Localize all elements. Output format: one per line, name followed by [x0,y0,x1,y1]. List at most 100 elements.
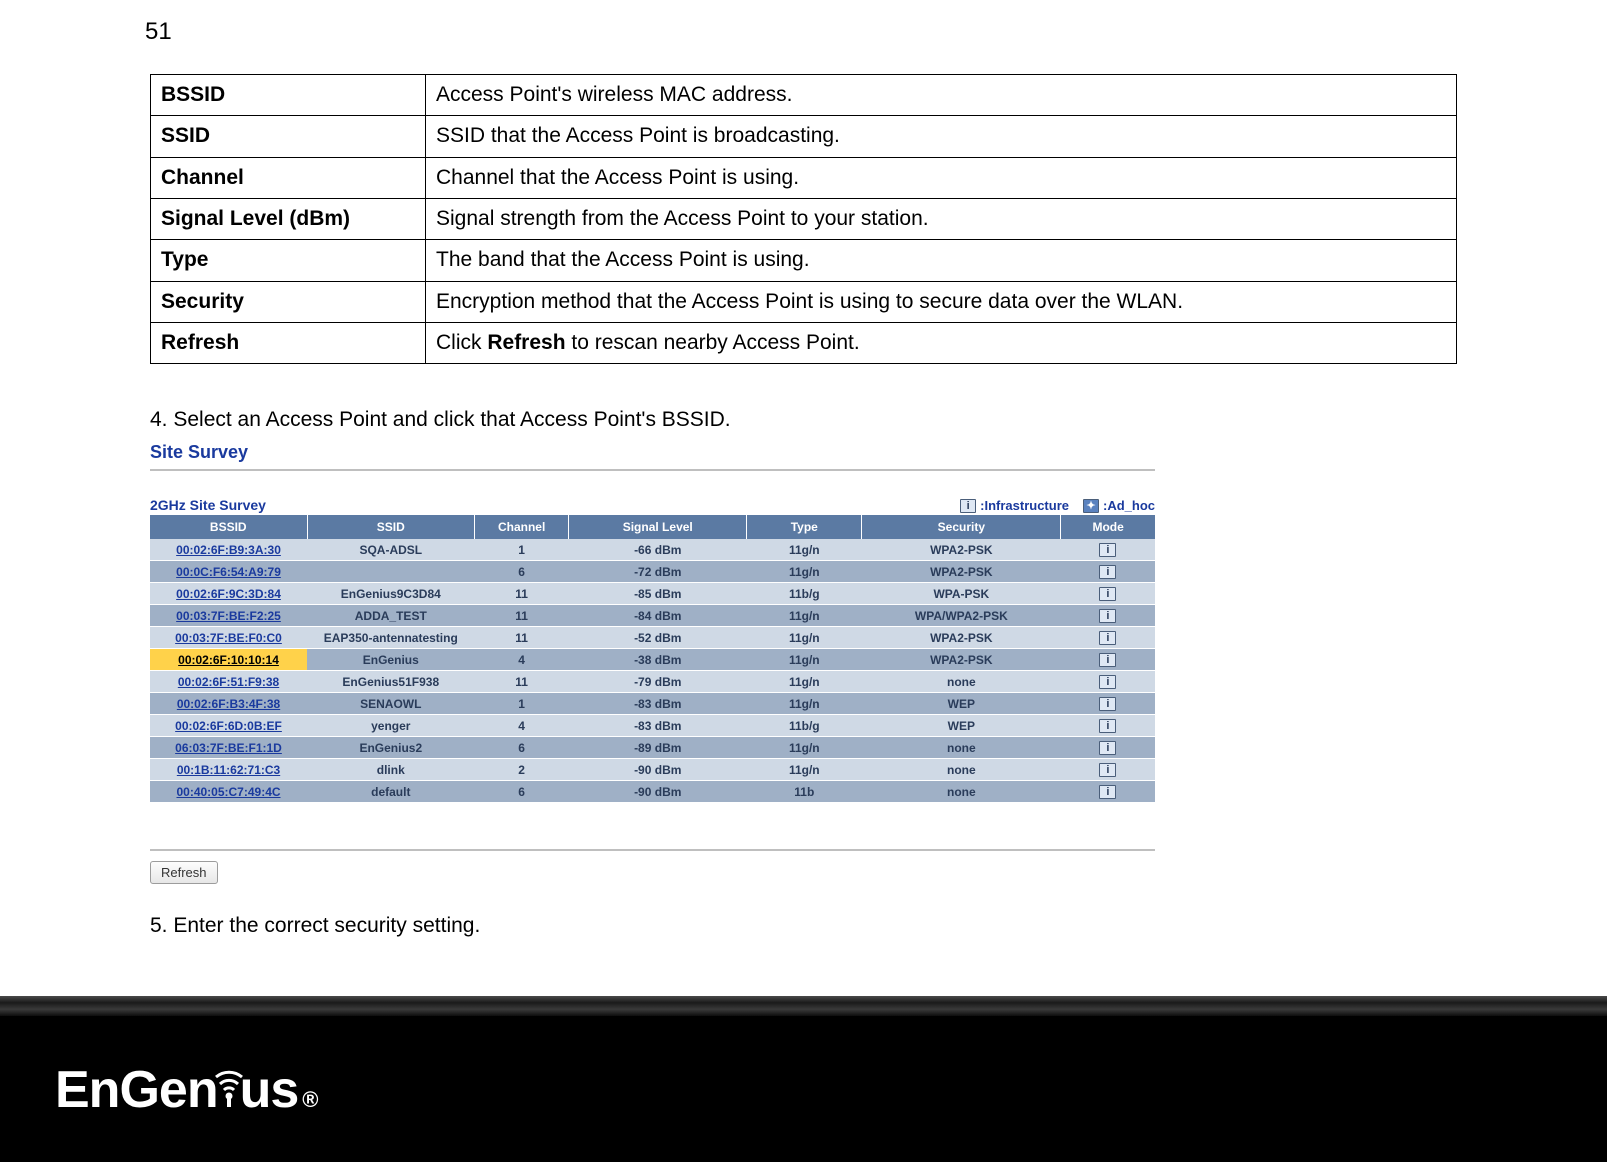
bssid-link[interactable]: 00:1B:11:62:71:C3 [150,759,307,781]
bssid-link[interactable]: 00:02:6F:6D:0B:EF [150,715,307,737]
channel-cell: 1 [475,539,569,561]
site-survey-legend: i :Infrastructure ✦ :Ad_hoc [960,498,1155,513]
mode-cell: i [1061,759,1155,781]
bssid-link[interactable]: 00:02:6F:B9:3A:30 [150,539,307,561]
channel-cell: 11 [475,583,569,605]
definition-row: ChannelChannel that the Access Point is … [151,157,1457,198]
legend-infra-label: :Infrastructure [980,498,1069,513]
bssid-link[interactable]: 00:02:6F:51:F9:38 [150,671,307,693]
survey-row: 00:03:7F:BE:F2:25ADDA_TEST11-84 dBm11g/n… [150,605,1155,627]
type-cell: 11g/n [747,627,862,649]
bssid-link[interactable]: 06:03:7F:BE:F1:1D [150,737,307,759]
type-cell: 11g/n [747,759,862,781]
survey-column-header: SSID [307,515,475,539]
type-cell: 11g/n [747,737,862,759]
refresh-button[interactable]: Refresh [150,861,218,884]
security-cell: WPA-PSK [862,583,1061,605]
mode-cell: i [1061,737,1155,759]
channel-cell: 11 [475,605,569,627]
security-cell: none [862,759,1061,781]
security-cell: WPA2-PSK [862,561,1061,583]
site-survey-title: Site Survey [150,438,1155,471]
mode-cell: i [1061,649,1155,671]
type-cell: 11g/n [747,693,862,715]
site-survey-subtitle: 2GHz Site Survey [150,497,266,513]
ssid-cell: EnGenius9C3D84 [307,583,475,605]
ssid-cell: EnGenius51F938 [307,671,475,693]
infrastructure-icon: i [1099,587,1116,601]
infrastructure-icon: i [960,499,976,513]
step-5: 5. Enter the correct security setting. [150,914,1457,938]
definition-term: Channel [151,157,426,198]
bssid-link[interactable]: 00:02:6F:9C:3D:84 [150,583,307,605]
definition-row: RefreshClick Refresh to rescan nearby Ac… [151,323,1457,364]
ssid-cell: dlink [307,759,475,781]
signal-cell: -90 dBm [569,781,747,803]
channel-cell: 1 [475,693,569,715]
infrastructure-icon: i [1099,763,1116,777]
mode-cell: i [1061,605,1155,627]
definition-desc: The band that the Access Point is using. [426,240,1457,281]
channel-cell: 11 [475,627,569,649]
definition-term: Signal Level (dBm) [151,199,426,240]
infrastructure-icon: i [1099,675,1116,689]
bssid-link[interactable]: 00:03:7F:BE:F2:25 [150,605,307,627]
mode-cell: i [1061,539,1155,561]
definition-desc: Signal strength from the Access Point to… [426,199,1457,240]
security-cell: WPA2-PSK [862,649,1061,671]
signal-cell: -83 dBm [569,715,747,737]
step-4: 4. Select an Access Point and click that… [150,408,1457,432]
bssid-link[interactable]: 00:03:7F:BE:F0:C0 [150,627,307,649]
definition-row: SecurityEncryption method that the Acces… [151,281,1457,322]
bssid-link[interactable]: 00:0C:F6:54:A9:79 [150,561,307,583]
type-cell: 11b/g [747,715,862,737]
bssid-link[interactable]: 00:02:6F:10:10:14 [150,649,307,671]
definition-row: Signal Level (dBm)Signal strength from t… [151,199,1457,240]
signal-cell: -85 dBm [569,583,747,605]
survey-column-header: Security [862,515,1061,539]
survey-row: 00:40:05:C7:49:4Cdefault6-90 dBm11bnonei [150,781,1155,803]
definition-row: BSSIDAccess Point's wireless MAC address… [151,75,1457,116]
bssid-link[interactable]: 00:02:6F:B3:4F:38 [150,693,307,715]
signal-cell: -38 dBm [569,649,747,671]
security-cell: none [862,737,1061,759]
security-cell: none [862,671,1061,693]
security-cell: WPA/WPA2-PSK [862,605,1061,627]
survey-column-header: BSSID [150,515,307,539]
definition-term: BSSID [151,75,426,116]
infrastructure-icon: i [1099,697,1116,711]
infrastructure-icon: i [1099,543,1116,557]
signal-cell: -66 dBm [569,539,747,561]
signal-cell: -52 dBm [569,627,747,649]
ssid-cell: SQA-ADSL [307,539,475,561]
type-cell: 11b/g [747,583,862,605]
security-cell: WEP [862,693,1061,715]
security-cell: WEP [862,715,1061,737]
signal-cell: -83 dBm [569,693,747,715]
definition-term: Type [151,240,426,281]
infrastructure-icon: i [1099,565,1116,579]
signal-cell: -90 dBm [569,759,747,781]
infrastructure-icon: i [1099,719,1116,733]
infrastructure-icon: i [1099,631,1116,645]
signal-cell: -79 dBm [569,671,747,693]
bssid-link[interactable]: 00:40:05:C7:49:4C [150,781,307,803]
type-cell: 11g/n [747,671,862,693]
survey-column-header: Signal Level [569,515,747,539]
mode-cell: i [1061,693,1155,715]
infrastructure-icon: i [1099,741,1116,755]
type-cell: 11g/n [747,649,862,671]
definition-row: TypeThe band that the Access Point is us… [151,240,1457,281]
signal-cell: -84 dBm [569,605,747,627]
survey-row: 00:02:6F:10:10:14EnGenius4-38 dBm11g/nWP… [150,649,1155,671]
ssid-cell: ADDA_TEST [307,605,475,627]
infrastructure-icon: i [1099,653,1116,667]
channel-cell: 6 [475,737,569,759]
mode-cell: i [1061,627,1155,649]
logo-trademark: ® [302,1087,317,1113]
survey-column-header: Type [747,515,862,539]
security-cell: none [862,781,1061,803]
type-cell: 11g/n [747,605,862,627]
channel-cell: 11 [475,671,569,693]
survey-row: 00:02:6F:B3:4F:38SENAOWL1-83 dBm11g/nWEP… [150,693,1155,715]
